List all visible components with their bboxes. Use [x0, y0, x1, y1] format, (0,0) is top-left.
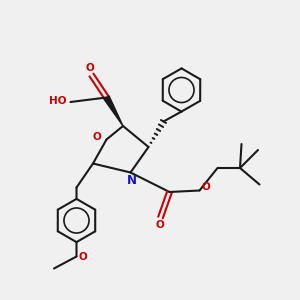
Text: O: O: [202, 182, 211, 193]
Text: N: N: [127, 174, 137, 188]
Text: O: O: [92, 132, 101, 142]
Text: O: O: [155, 220, 164, 230]
Text: O: O: [79, 251, 88, 262]
Text: HO: HO: [49, 95, 67, 106]
Polygon shape: [104, 96, 123, 126]
Text: O: O: [85, 63, 94, 74]
